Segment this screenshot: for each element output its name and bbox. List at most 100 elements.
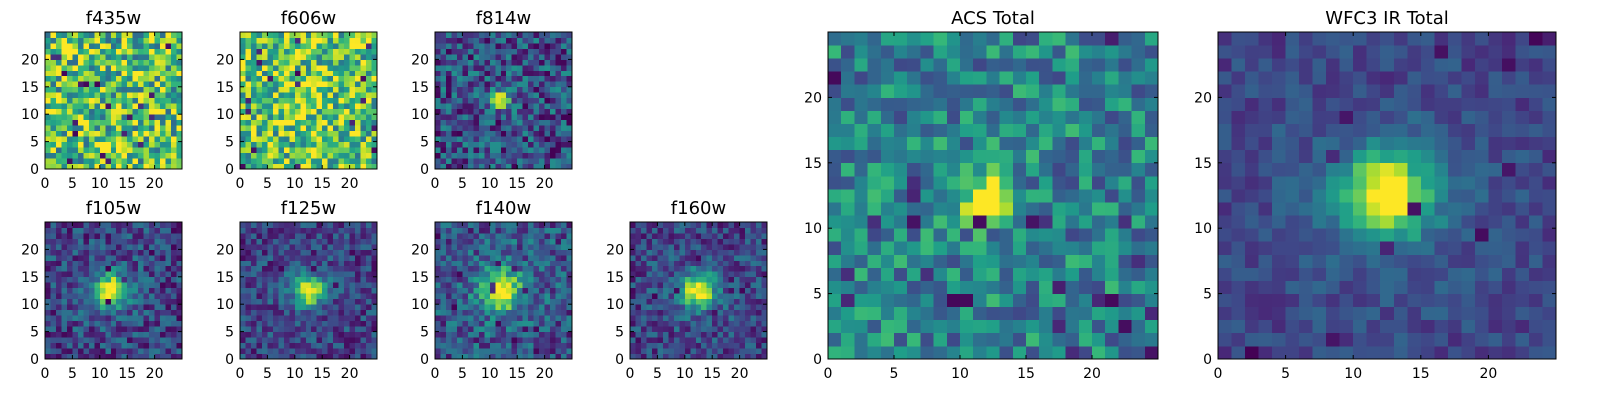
heatmap-cell: [756, 326, 762, 332]
heatmap-cell: [662, 320, 669, 327]
heatmap-cell: [445, 75, 452, 82]
heatmap-cell: [176, 53, 183, 60]
heatmap-cell: [712, 293, 719, 300]
heatmap-cell: [728, 342, 735, 349]
heatmap-cell: [149, 227, 155, 234]
heatmap-cell: [240, 326, 246, 332]
heatmap-cell: [344, 287, 350, 294]
heatmap-cell: [435, 331, 441, 338]
heatmap-cell: [171, 238, 177, 245]
heatmap-cell: [176, 75, 183, 82]
heatmap-cell: [72, 92, 79, 99]
heatmap-cell: [294, 81, 301, 88]
heatmap-cell: [171, 37, 177, 44]
heatmap-cell: [366, 119, 372, 126]
heatmap-cell: [311, 331, 318, 338]
heatmap-cell: [473, 254, 480, 261]
heatmap-cell: [920, 202, 934, 216]
heatmap-cell: [506, 70, 513, 77]
heatmap-cell: [1078, 293, 1093, 308]
heatmap-cell: [933, 175, 948, 190]
heatmap-cell: [550, 130, 556, 137]
heatmap-cell: [371, 353, 378, 360]
heatmap-cell: [300, 42, 307, 49]
heatmap-cell: [121, 70, 128, 77]
heatmap-cell: [311, 271, 318, 278]
heatmap-cell: [311, 103, 318, 110]
heatmap-cell: [294, 238, 301, 245]
heatmap-cell: [127, 32, 134, 38]
heatmap-cell: [451, 64, 458, 71]
heatmap-cell: [121, 92, 128, 99]
heatmap-cell: [1052, 188, 1066, 203]
heatmap-cell: [555, 119, 562, 126]
heatmap-cell: [500, 152, 507, 159]
heatmap-cell: [522, 337, 529, 343]
heatmap-cell: [478, 304, 485, 311]
heatmap-cell: [555, 81, 562, 88]
heatmap-cell: [88, 320, 95, 327]
heatmap-cell: [267, 64, 274, 71]
heatmap-cell: [267, 97, 274, 104]
heatmap-cell: [66, 64, 73, 71]
heatmap-cell: [300, 227, 307, 234]
heatmap-cell: [305, 342, 312, 349]
heatmap-cell: [668, 287, 675, 294]
heatmap-cell: [907, 241, 921, 255]
heatmap-cell: [522, 227, 529, 234]
heatmap-cell: [750, 227, 757, 234]
heatmap-cell: [946, 228, 961, 242]
heatmap-cell: [484, 32, 491, 38]
heatmap-cell: [349, 331, 356, 338]
heatmap-cell: [894, 267, 908, 281]
heatmap-cell: [517, 75, 524, 82]
heatmap-cell: [165, 97, 172, 104]
heatmap-cell: [311, 158, 318, 164]
heatmap-cell: [1105, 267, 1119, 281]
heatmap-cell: [110, 141, 117, 148]
heatmap-cell: [305, 152, 312, 159]
heatmap-cell: [511, 136, 518, 142]
heatmap-cell: [946, 332, 961, 347]
heatmap-cell: [160, 64, 166, 71]
heatmap-cell: [110, 276, 117, 283]
heatmap-cell: [371, 293, 378, 300]
heatmap-cell: [316, 130, 323, 137]
heatmap-cell: [728, 315, 735, 322]
heatmap-cell: [756, 222, 762, 228]
heatmap-cell: [528, 119, 535, 126]
heatmap-cell: [149, 222, 155, 228]
heatmap-cell: [127, 147, 134, 153]
heatmap-cell: [83, 276, 90, 283]
heatmap-cell: [690, 320, 697, 327]
heatmap-cell: [138, 353, 145, 360]
heatmap-cell: [116, 86, 123, 93]
heatmap-cell: [467, 331, 474, 338]
heatmap-cell: [250, 42, 257, 49]
heatmap-cell: [1012, 175, 1027, 190]
heatmap-cell: [283, 304, 290, 311]
heatmap-cell: [355, 114, 361, 121]
heatmap-cell: [495, 227, 502, 234]
heatmap-cell: [657, 227, 664, 234]
heatmap-cell: [673, 309, 680, 316]
heatmap-cell: [734, 249, 740, 256]
heatmap-cell: [1065, 254, 1080, 268]
heatmap-cell: [327, 158, 334, 164]
heatmap-cell: [894, 162, 908, 177]
heatmap-cell: [160, 331, 166, 338]
heatmap-cell: [300, 232, 307, 239]
heatmap-cell: [544, 81, 551, 88]
heatmap-cell: [245, 163, 252, 170]
heatmap-cell: [94, 136, 101, 142]
heatmap-cell: [745, 222, 751, 228]
heatmap-cell: [657, 315, 664, 322]
heatmap-cell: [333, 114, 340, 121]
heatmap-cell: [467, 238, 474, 245]
heatmap-cell: [462, 48, 469, 55]
heatmap-cell: [256, 163, 263, 170]
heatmap-cell: [261, 293, 268, 300]
heatmap-cell: [311, 260, 318, 267]
heatmap-cell: [338, 147, 345, 153]
heatmap-cell: [712, 309, 719, 316]
